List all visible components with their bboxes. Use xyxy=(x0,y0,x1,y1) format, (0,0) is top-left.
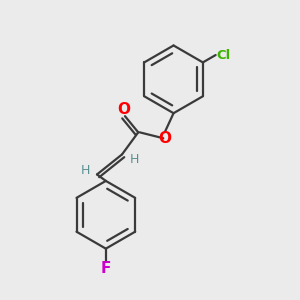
Text: H: H xyxy=(81,164,91,176)
Text: Cl: Cl xyxy=(217,49,231,62)
Text: O: O xyxy=(117,102,130,117)
Text: O: O xyxy=(158,131,171,146)
Text: H: H xyxy=(130,153,139,166)
Text: F: F xyxy=(100,261,111,276)
